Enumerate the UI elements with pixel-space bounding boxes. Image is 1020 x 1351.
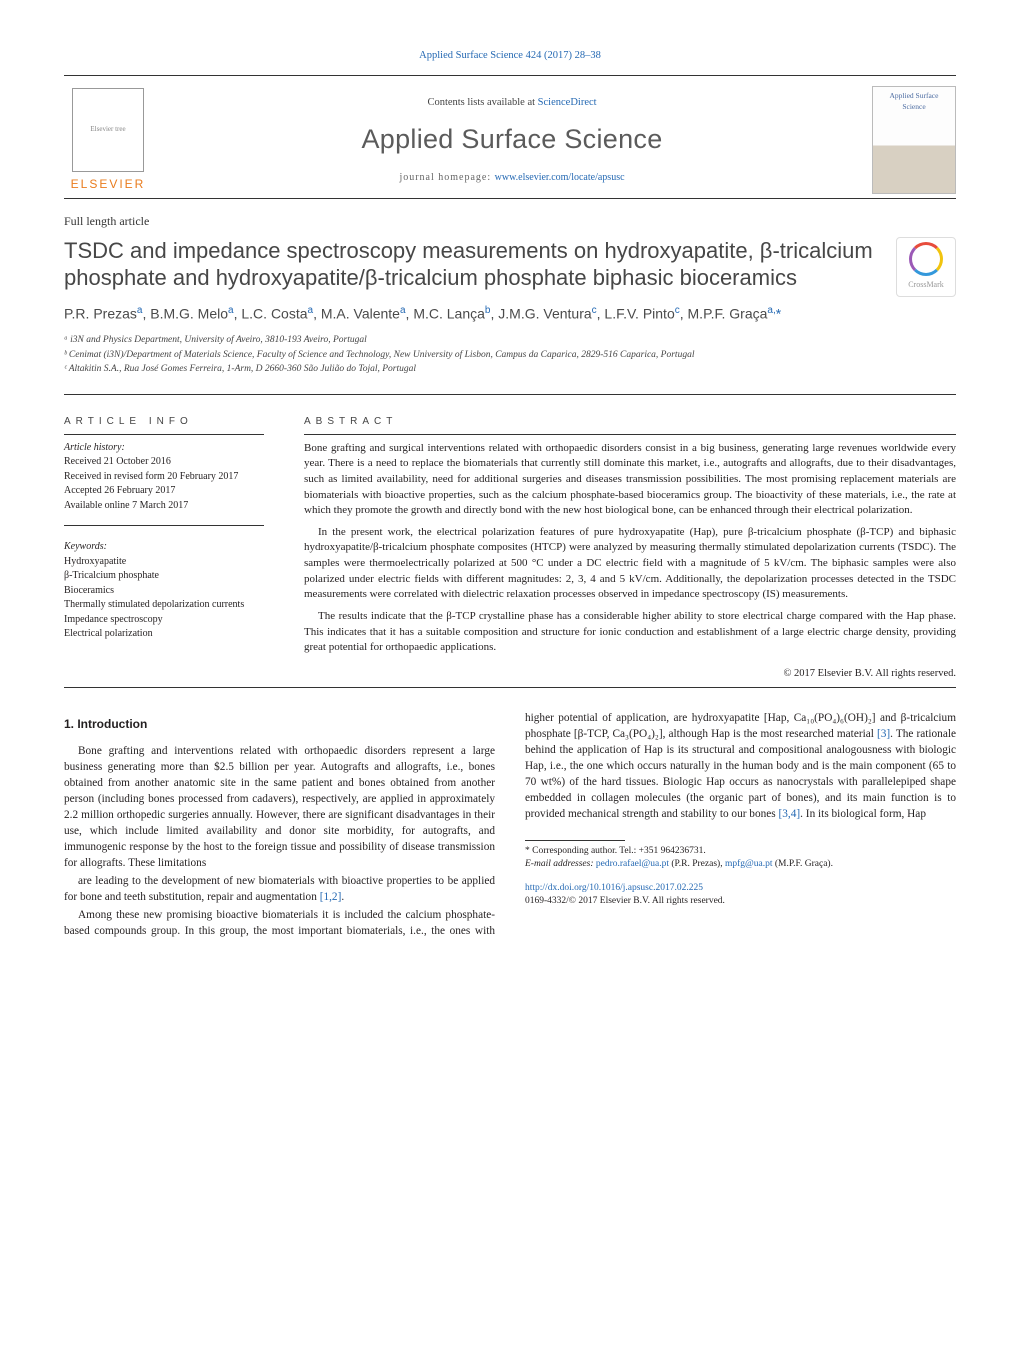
body-two-column: 1. Introduction Bone grafting and interv… xyxy=(64,710,956,939)
rule-info-left xyxy=(64,434,264,435)
body-paragraph: are leading to the development of new bi… xyxy=(64,873,495,905)
doi-block: http://dx.doi.org/10.1016/j.apsusc.2017.… xyxy=(525,882,956,909)
abstract-paragraph: In the present work, the electrical pola… xyxy=(304,525,956,603)
rule-below-info xyxy=(64,687,956,688)
rule-under-header xyxy=(64,198,956,199)
footnote-separator xyxy=(525,840,625,841)
keyword: Thermally stimulated depolarization curr… xyxy=(64,598,264,613)
crossmark-label: CrossMark xyxy=(908,279,944,291)
contents-line: Contents lists available at ScienceDirec… xyxy=(152,95,872,110)
elsevier-tree-icon: Elsevier tree xyxy=(72,88,144,172)
article-title: TSDC and impedance spectroscopy measurem… xyxy=(64,237,880,292)
homepage-line: journal homepage: www.elsevier.com/locat… xyxy=(152,171,872,186)
history-label: Article history: xyxy=(64,442,125,453)
email-line: E-mail addresses: pedro.rafael@ua.pt (P.… xyxy=(525,858,956,871)
publisher-logo: Elsevier tree ELSEVIER xyxy=(64,88,152,193)
affiliation: ᵇ Cenimat (i3N)/Department of Materials … xyxy=(64,349,956,362)
article-history: Article history: Received 21 October 201… xyxy=(64,441,264,514)
affiliation: ᶜ Altakitin S.A., Rua José Gomes Ferreir… xyxy=(64,363,956,376)
history-line: Accepted 26 February 2017 xyxy=(64,484,264,499)
email-address[interactable]: pedro.rafael@ua.pt xyxy=(596,859,669,869)
article-info-row: article info Article history: Received 2… xyxy=(64,415,956,681)
cover-label: Applied Surface Science xyxy=(877,91,951,113)
keyword: Impedance spectroscopy xyxy=(64,613,264,628)
keyword: β-Tricalcium phosphate xyxy=(64,569,264,584)
keyword: Hydroxyapatite xyxy=(64,555,264,570)
history-line: Received 21 October 2016 xyxy=(64,455,264,470)
homepage-label: journal homepage: xyxy=(399,172,494,183)
affiliation: ᵃ i3N and Physics Department, University… xyxy=(64,334,956,347)
body-paragraph: Bone grafting and interventions related … xyxy=(64,743,495,871)
abstract-text: Bone grafting and surgical interventions… xyxy=(304,441,956,656)
citation[interactable]: [3,4] xyxy=(779,808,801,820)
citation[interactable]: [1,2] xyxy=(320,891,342,903)
article-info-left: article info Article history: Received 2… xyxy=(64,415,264,681)
paper-page: Applied Surface Science 424 (2017) 28–38… xyxy=(0,0,1020,987)
history-line: Received in revised form 20 February 201… xyxy=(64,470,264,485)
journal-reference: Applied Surface Science 424 (2017) 28–38 xyxy=(64,48,956,63)
journal-title: Applied Surface Science xyxy=(152,120,872,159)
header-center: Contents lists available at ScienceDirec… xyxy=(152,95,872,186)
abstract-paragraph: Bone grafting and surgical interventions… xyxy=(304,441,956,519)
history-line: Available online 7 March 2017 xyxy=(64,499,264,514)
rule-above-info xyxy=(64,394,956,395)
keywords-label: Keywords: xyxy=(64,540,264,555)
homepage-url[interactable]: www.elsevier.com/locate/apsusc xyxy=(495,172,625,183)
section-heading: 1. Introduction xyxy=(64,716,495,733)
contents-prefix: Contents lists available at xyxy=(427,97,537,108)
article-info-heading: article info xyxy=(64,415,264,430)
journal-cover-thumb: Applied Surface Science xyxy=(872,86,956,194)
email-who: (P.R. Prezas), xyxy=(669,859,725,869)
keyword: Electrical polarization xyxy=(64,627,264,642)
doi-link[interactable]: http://dx.doi.org/10.1016/j.apsusc.2017.… xyxy=(525,883,703,893)
article-type: Full length article xyxy=(64,213,956,230)
rule-abstract xyxy=(304,434,956,435)
authors-list: P.R. Prezasa, B.M.G. Meloa, L.C. Costaa,… xyxy=(64,304,956,324)
publisher-name: ELSEVIER xyxy=(71,176,146,193)
crossmark-ring-icon xyxy=(909,242,943,276)
abstract-block: abstract Bone grafting and surgical inte… xyxy=(304,415,956,681)
rule-top xyxy=(64,75,956,76)
issn-line: 0169-4332/© 2017 Elsevier B.V. All right… xyxy=(525,896,725,906)
abstract-paragraph: The results indicate that the β-TCP crys… xyxy=(304,609,956,656)
email-address[interactable]: mpfg@ua.pt xyxy=(725,859,773,869)
abstract-heading: abstract xyxy=(304,415,956,430)
corresponding-author: * Corresponding author. Tel.: +351 96423… xyxy=(525,845,956,858)
affiliations: ᵃ i3N and Physics Department, University… xyxy=(64,334,956,376)
rule-keywords xyxy=(64,525,264,526)
sciencedirect-link[interactable]: ScienceDirect xyxy=(538,97,597,108)
abstract-copyright: © 2017 Elsevier B.V. All rights reserved… xyxy=(304,666,956,681)
email-who: (M.P.F. Graça). xyxy=(773,859,833,869)
keyword: Bioceramics xyxy=(64,584,264,599)
journal-header: Elsevier tree ELSEVIER Contents lists av… xyxy=(64,80,956,194)
crossmark-badge[interactable]: CrossMark xyxy=(896,237,956,297)
keywords-list: Hydroxyapatiteβ-Tricalcium phosphateBioc… xyxy=(64,555,264,642)
title-row: TSDC and impedance spectroscopy measurem… xyxy=(64,237,956,304)
email-label: E-mail addresses: xyxy=(525,859,596,869)
citation[interactable]: [3] xyxy=(877,728,890,740)
